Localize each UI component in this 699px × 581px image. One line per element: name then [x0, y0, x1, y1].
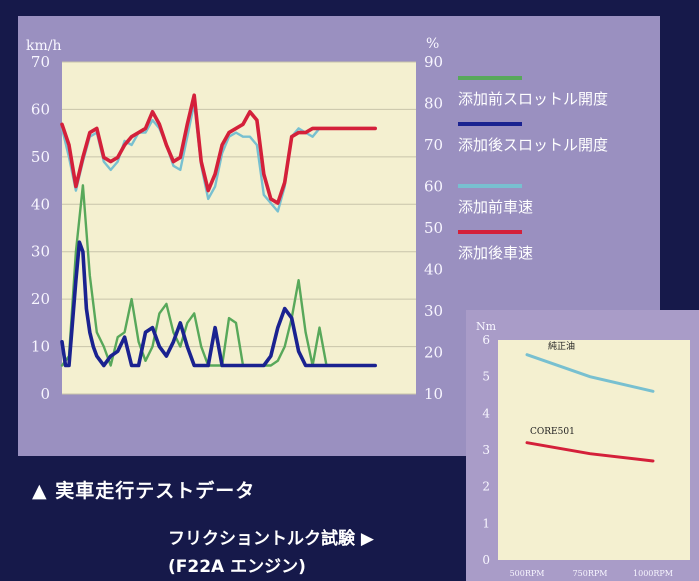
- friction-series-line-1: [525, 353, 655, 393]
- right-tick-label: 50: [424, 219, 443, 237]
- legend-label: 添加前車速: [458, 198, 533, 216]
- friction-test-caption: フリクショントルク試験 ▶: [168, 529, 374, 549]
- friction-y-tick: 6: [482, 333, 490, 347]
- right-tick-label: 30: [424, 302, 443, 320]
- engine-caption: (F22A エンジン): [168, 557, 306, 577]
- right-tick-label: 70: [424, 136, 443, 154]
- left-tick-label: 40: [31, 195, 50, 213]
- left-tick-label: 30: [31, 243, 50, 261]
- legend-label: 添加後車速: [458, 244, 533, 262]
- main-grid: [62, 61, 416, 395]
- friction-series: 純正油 CORE501: [525, 340, 655, 463]
- friction-axis-ticks: 0 1 2 3 4 5 6 500RPM 750RPM 1000RPM: [482, 333, 673, 578]
- friction-x-tick: 750RPM: [573, 569, 608, 578]
- right-tick-label: 90: [424, 53, 443, 71]
- main-left-unit: km/h: [26, 38, 62, 54]
- friction-y-tick: 1: [482, 516, 490, 530]
- friction-y-tick: 4: [482, 406, 490, 420]
- friction-y-tick: 5: [482, 370, 490, 384]
- friction-y-tick: 3: [482, 443, 490, 457]
- legend-label: 添加後スロットル開度: [458, 136, 608, 154]
- friction-y-tick: 2: [482, 480, 490, 494]
- right-tick-label: 60: [424, 178, 443, 196]
- friction-y-unit: Nm: [476, 320, 497, 333]
- right-tick-label: 20: [424, 344, 443, 362]
- right-tick-label: 10: [424, 385, 443, 403]
- friction-series-label: 純正油: [548, 340, 575, 352]
- legend-label: 添加前スロットル開度: [458, 90, 608, 108]
- series-line-4: [60, 93, 378, 205]
- series-line-2: [60, 240, 378, 368]
- right-tick-label: 80: [424, 95, 443, 113]
- friction-x-tick: 500RPM: [510, 569, 545, 578]
- friction-series-label: CORE501: [530, 427, 575, 437]
- main-right-unit: %: [426, 36, 439, 52]
- left-tick-label: 50: [31, 148, 50, 166]
- friction-series-line-2: [525, 441, 655, 463]
- left-tick-label: 60: [31, 100, 50, 118]
- friction-x-tick: 1000RPM: [633, 569, 673, 578]
- right-tick-label: 40: [424, 261, 443, 279]
- left-tick-label: 20: [31, 290, 50, 308]
- friction-plot-area: [498, 340, 690, 560]
- left-tick-label: 0: [40, 385, 50, 403]
- series-line-1: [60, 184, 377, 367]
- main-series: [60, 93, 378, 368]
- main-axis-ticks: 0 10 20 30 40 50 60 70 10 20 30 40 50 60 70 80 90: [31, 53, 443, 403]
- left-tick-label: 10: [31, 338, 50, 356]
- left-tick-label: 70: [31, 53, 50, 71]
- main-chart-caption: ▲ 実車走行テストデータ: [32, 480, 256, 502]
- friction-y-tick: 0: [482, 553, 490, 567]
